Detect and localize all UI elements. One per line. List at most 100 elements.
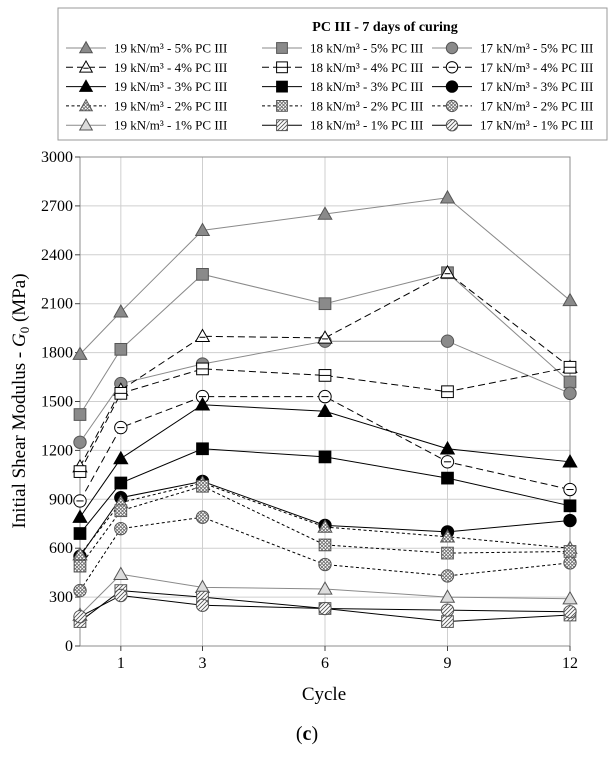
data-point [441,615,454,628]
x-axis: 1 3 6 9 12 [117,646,578,672]
y-tick-label: 0 [65,638,73,655]
series-line [79,516,571,591]
series-6 [73,389,577,508]
legend-label: 17 kN/m³ - 3% PC III [480,79,593,94]
data-point [440,569,455,583]
data-point [73,609,87,624]
series-line [79,197,571,355]
legend-marker [276,42,288,54]
y-axis-label-unit: (MPa) [9,273,30,326]
legend-marker [445,41,459,55]
figure-caption: (c) [296,723,318,745]
series-8 [73,442,577,540]
data-point [114,342,128,356]
y-tick-label: 3000 [41,149,73,166]
data-point [196,479,209,493]
data-point [317,581,333,595]
data-point [439,440,456,455]
y-tick-label: 2400 [41,247,73,264]
y-tick-label: 1800 [41,345,73,362]
legend-label: 17 kN/m³ - 4% PC III [480,60,593,75]
data-point [113,450,129,465]
data-point [317,519,333,533]
legend-label: 17 kN/m³ - 2% PC III [480,98,593,113]
series-15 [73,588,577,624]
y-axis: 0 300 600 900 1200 1500 1800 2100 2400 2700 3000 [41,149,80,655]
series-7 [72,396,578,523]
data-point [440,334,455,348]
data-point [563,386,577,401]
legend: 19 kN/m³ - 5% PC III 18 kN/m³ - 5% PC III… [66,41,593,133]
legend-marker [445,99,459,113]
series-line [79,396,571,502]
data-point [114,476,128,490]
caption-letter: c [303,723,312,745]
data-point [317,330,333,344]
y-axis-label-g: G [9,333,30,347]
data-point [114,588,128,603]
series-line [79,366,571,472]
data-point [196,442,209,456]
legend-entry: 18 kN/m³ - 3% PC III [262,79,423,94]
x-tick-label: 12 [562,655,578,672]
data-point [113,566,129,580]
data-point [72,509,88,523]
data-point [562,453,578,468]
data-point [563,375,577,389]
legend-marker [276,119,288,132]
legend-entry: 18 kN/m³ - 4% PC III [262,60,423,75]
series-5 [73,360,577,478]
data-point [440,603,455,617]
data-point [194,328,211,342]
legend-marker [78,79,94,92]
data-point [563,513,577,528]
data-point [562,292,578,307]
caption-close: ) [311,723,318,745]
caption-open: ( [296,723,303,745]
data-point [317,206,333,220]
data-point [73,527,87,540]
legend-label: 18 kN/m³ - 2% PC III [310,98,423,113]
legend-marker [445,80,459,93]
data-point [439,189,456,204]
series-line [79,340,571,443]
legend-entry: 18 kN/m³ - 2% PC III [262,98,423,113]
legend-label: 18 kN/m³ - 4% PC III [310,60,423,75]
series-line [79,482,571,556]
legend-entry: 19 kN/m³ - 4% PC III [66,60,227,75]
legend-entry: 18 kN/m³ - 5% PC III [262,41,423,56]
data-point [318,297,332,311]
data-point [563,605,577,619]
legend-label: 18 kN/m³ - 5% PC III [310,41,423,56]
y-tick-label: 1200 [41,442,73,459]
chart-title: PC III - 7 days of curing [312,20,457,35]
series-line [79,272,571,415]
data-point [563,545,577,558]
series-line [79,404,571,518]
y-axis-label: Initial Shear Modulus - G0 (MPa) [9,273,32,528]
legend-entry: 17 kN/m³ - 2% PC III [432,98,593,113]
data-point [113,304,129,318]
data-point [563,499,577,513]
series-line [79,594,571,618]
data-point [194,222,211,237]
legend-marker [78,40,94,54]
data-point [73,435,87,449]
data-point [114,521,128,536]
x-tick-label: 6 [321,655,329,672]
data-point [318,450,332,464]
y-tick-label: 2700 [41,198,73,215]
x-tick-label: 1 [117,655,125,672]
y-axis-label-sub: 0 [17,327,32,334]
series-group [72,189,578,628]
data-point [441,546,454,560]
legend-marker [78,98,94,112]
series-13 [72,566,578,621]
y-tick-label: 1500 [41,394,73,411]
legend-entry: 17 kN/m³ - 1% PC III [432,118,593,133]
legend-label: 17 kN/m³ - 5% PC III [480,41,593,56]
legend-label: 18 kN/m³ - 3% PC III [310,79,423,94]
legend-entry: 19 kN/m³ - 3% PC III [66,79,227,94]
